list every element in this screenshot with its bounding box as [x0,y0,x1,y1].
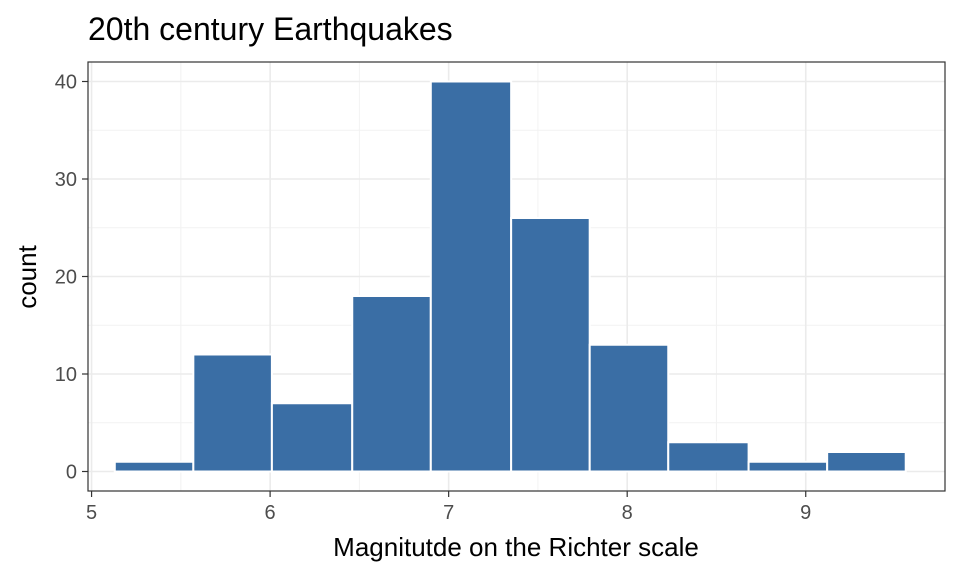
y-tick-label: 40 [55,72,77,94]
x-tick-label: 5 [86,502,97,524]
y-tick-label: 30 [55,169,77,191]
histogram-bar [588,343,670,473]
y-tick-label: 10 [55,364,77,386]
y-axis-title: count [12,244,42,308]
y-axis: 0 10 20 30 40 [55,72,88,484]
histogram-bar [192,353,273,473]
x-axis: 5 6 7 8 9 [86,491,811,524]
histogram-bar [429,80,513,473]
x-tick-label: 9 [800,502,811,524]
chart-title: 20th century Earthquakes [88,11,453,47]
x-tick-label: 6 [265,502,276,524]
histogram-bar [351,295,432,473]
y-tick-label: 20 [55,267,77,289]
histogram-bar [747,460,829,473]
x-tick-label: 8 [622,502,633,524]
x-tick-label: 7 [443,502,454,524]
histogram-bar [270,402,354,473]
histogram-bar [113,460,195,473]
bars [113,80,907,473]
x-axis-title: Magnitutde on the Richter scale [333,532,699,562]
histogram-bar [826,451,907,473]
histogram-bar [667,441,750,473]
y-tick-label: 0 [66,462,77,484]
histogram-bar [510,217,591,473]
